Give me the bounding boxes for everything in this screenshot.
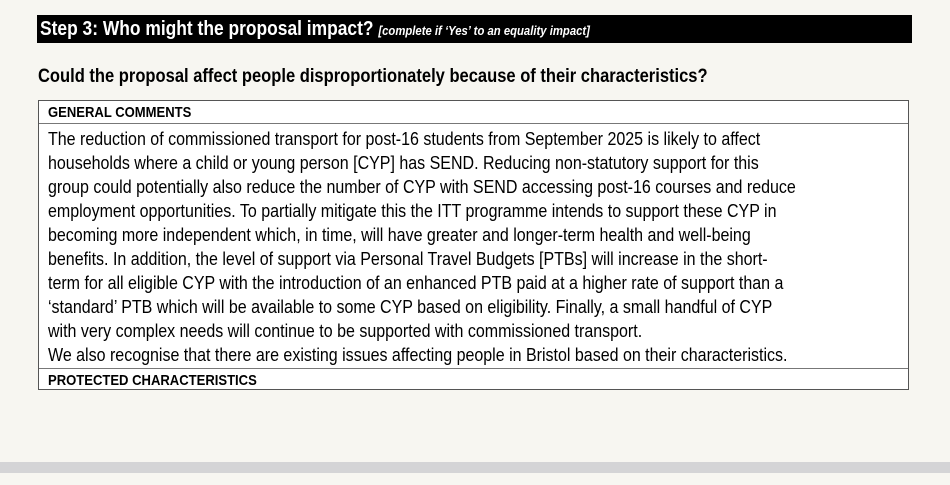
general-comments-header: GENERAL COMMENTS	[39, 101, 908, 124]
comment-line: becoming more independent which, in time…	[48, 224, 751, 245]
comment-line: The reduction of commissioned transport …	[48, 128, 761, 149]
protected-characteristics-label: PROTECTED CHARACTERISTICS	[48, 372, 257, 389]
question-text: Could the proposal affect people disprop…	[38, 66, 708, 87]
comment-line: ‘standard’ PTB which will be available t…	[48, 296, 773, 317]
question-heading: Could the proposal affect people disprop…	[38, 66, 808, 88]
step-title: Step 3: Who might the proposal impact? […	[40, 18, 590, 41]
page-separator	[0, 462, 950, 473]
comment-line: employment opportunities. To partially m…	[48, 200, 777, 221]
comment-line: group could potentially also reduce the …	[48, 176, 796, 197]
general-comments-body[interactable]: The reduction of commissioned transport …	[39, 124, 908, 369]
comment-line: households where a child or young person…	[48, 152, 759, 173]
protected-characteristics-header: PROTECTED CHARACTERISTICS	[39, 369, 908, 392]
comment-line: We also recognise that there are existin…	[48, 344, 788, 365]
step-3-banner: Step 3: Who might the proposal impact? […	[37, 15, 912, 43]
step-title-text: Step 3: Who might the proposal impact?	[40, 18, 379, 40]
general-comments-label: GENERAL COMMENTS	[48, 104, 192, 121]
comment-line: benefits. In addition, the level of supp…	[48, 248, 768, 269]
step-note: [complete if ‘Yes’ to an equality impact…	[378, 23, 590, 38]
comment-line: term for all eligible CYP with the intro…	[48, 272, 784, 293]
comments-table: GENERAL COMMENTS The reduction of commis…	[38, 100, 909, 390]
comment-line: with very complex needs will continue to…	[48, 320, 643, 341]
